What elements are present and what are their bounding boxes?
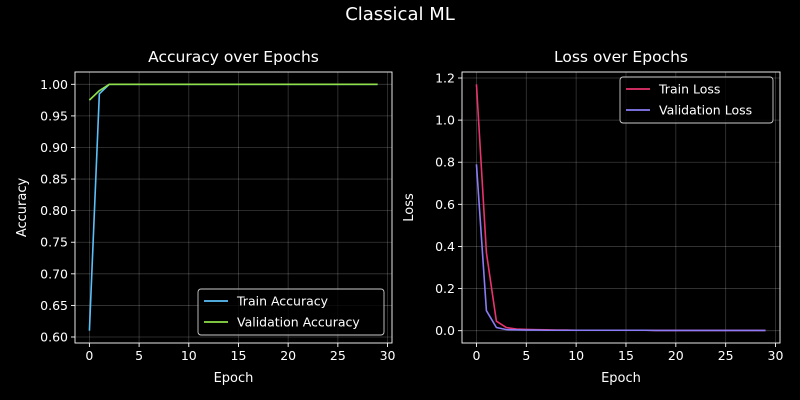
chart-title: Accuracy over Epochs [148, 48, 319, 66]
series-line-validation-loss [475, 164, 766, 332]
y-axis-label: Loss [402, 193, 417, 222]
legend-box [619, 76, 774, 124]
x-tick-label: 10 [568, 348, 584, 363]
legend-label: Validation Loss [659, 103, 752, 118]
x-tick-label: 30 [768, 348, 784, 363]
series-line-validation-accuracy [88, 83, 378, 101]
figure-title: Classical ML [345, 4, 455, 25]
legend: Train Accuracy Validation Accuracy [197, 288, 385, 336]
y-tick-label: 1.00 [40, 77, 68, 92]
y-tick-label: 0.65 [40, 298, 68, 313]
y-tick-label: 1.2 [435, 71, 455, 86]
chart-1: 0 5 10 15 20 25 30 0.0 0.2 0.4 0.6 0.8 1.0 1.2 Loss ov… [402, 48, 784, 386]
x-tick-label: 25 [718, 348, 734, 363]
x-tick-label: 20 [280, 348, 296, 363]
x-tick-label: 25 [330, 348, 346, 363]
y-tick-label: 0.6 [435, 197, 455, 212]
x-tick-label: 10 [181, 348, 197, 363]
y-tick-label: 0.80 [40, 203, 68, 218]
y-tick-label: 0.4 [435, 239, 455, 254]
axes-frame [461, 71, 781, 344]
chart-title: Loss over Epochs [554, 48, 688, 66]
y-tick-label: 0.75 [40, 235, 68, 250]
y-tick-label: 0.0 [435, 323, 455, 338]
x-tick-label: 5 [135, 348, 143, 363]
y-tick-label: 0.90 [40, 140, 68, 155]
y-axis-label: Accuracy [15, 178, 30, 238]
legend-box [197, 288, 385, 336]
y-tick-label: 0.85 [40, 172, 68, 187]
legend-label: Train Loss [658, 82, 720, 97]
legend-label: Train Accuracy [236, 294, 329, 309]
x-axis-label: Epoch [601, 371, 641, 386]
x-tick-label: 30 [380, 348, 396, 363]
x-tick-label: 20 [668, 348, 684, 363]
y-tick-label: 0.2 [435, 281, 455, 296]
y-tick-label: 0.70 [40, 266, 68, 281]
x-tick-label: 5 [522, 348, 530, 363]
x-tick-label: 15 [618, 348, 634, 363]
x-tick-label: 15 [231, 348, 247, 363]
legend-label: Validation Accuracy [237, 315, 360, 330]
y-tick-label: 0.8 [435, 155, 455, 170]
axes-frame [74, 71, 393, 344]
y-tick-label: 1.0 [435, 113, 455, 128]
y-tick-label: 0.95 [40, 108, 68, 123]
legend: Train Loss Validation Loss [619, 76, 774, 124]
x-tick-label: 0 [472, 348, 480, 363]
x-tick-label: 0 [85, 348, 93, 363]
x-axis-label: Epoch [214, 371, 254, 386]
chart-0: 0 5 10 15 20 25 30 0.60 0.65 0.70 0.75 0.80 0.85 0.90… [15, 48, 396, 386]
y-tick-label: 0.60 [40, 329, 68, 344]
